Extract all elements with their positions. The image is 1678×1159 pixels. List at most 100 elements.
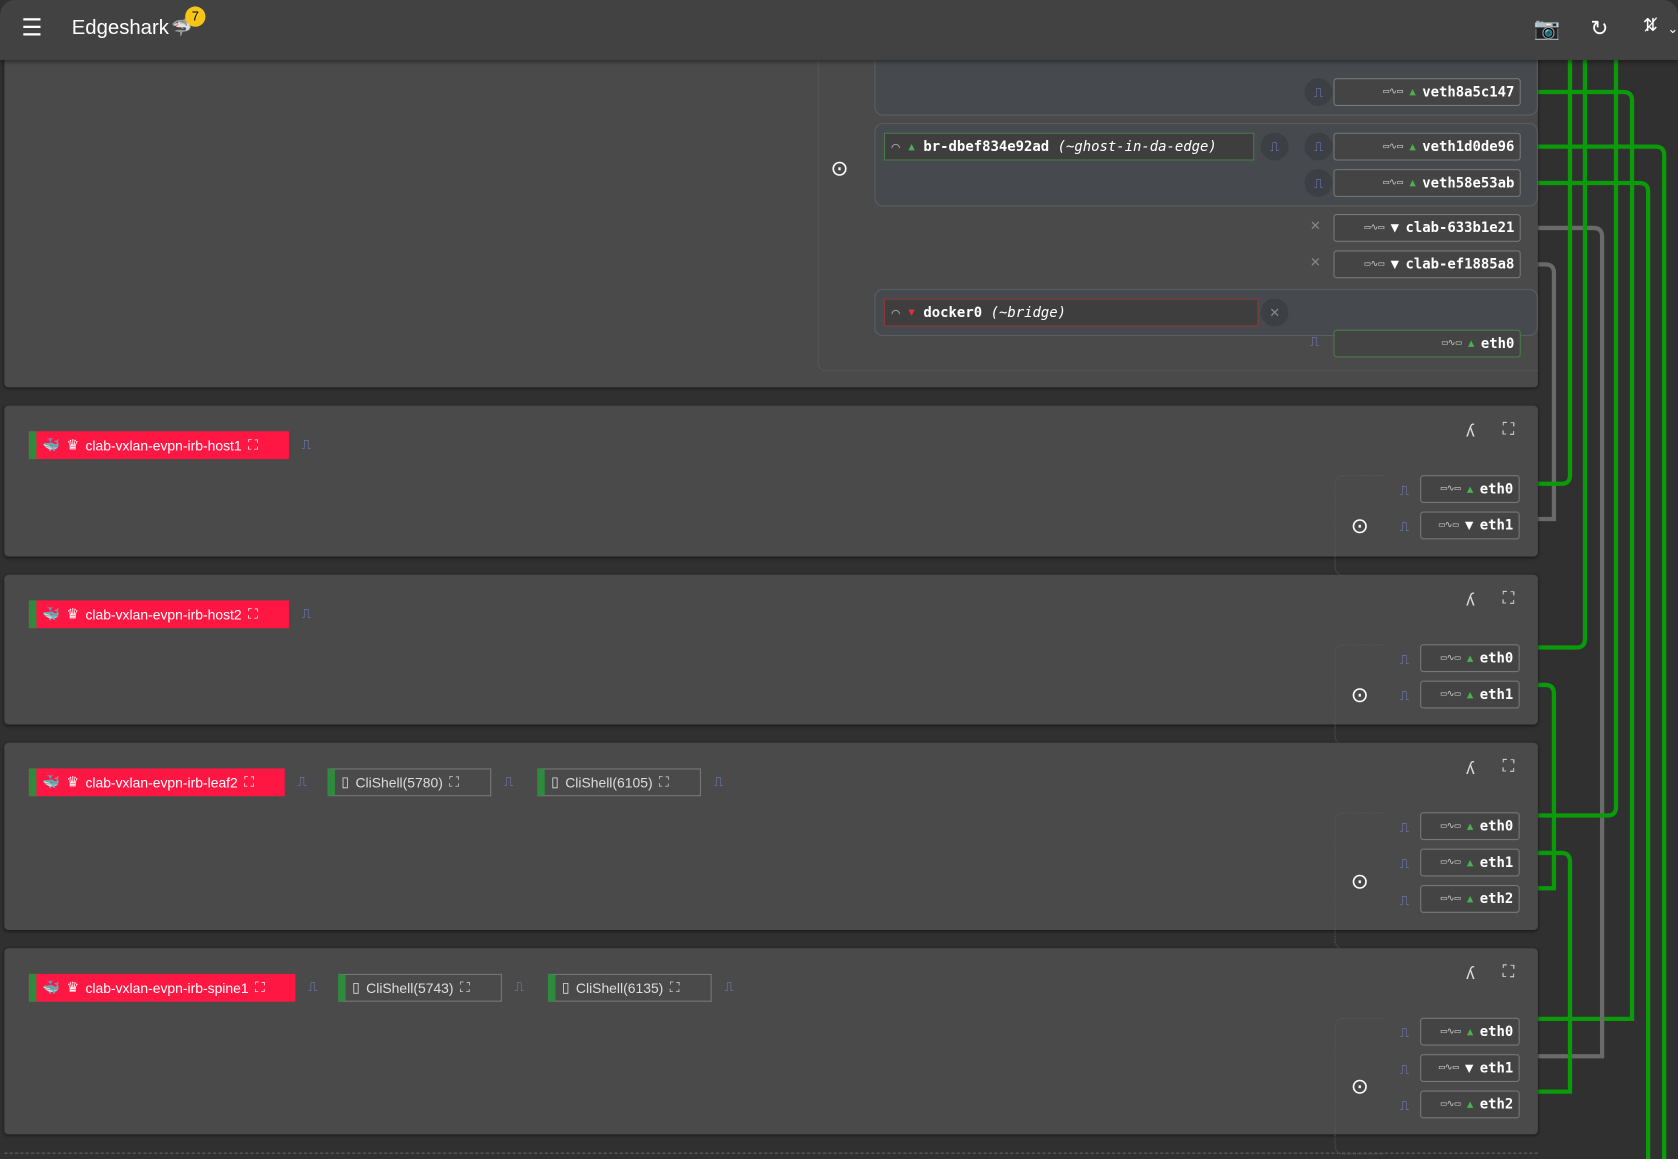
interface[interactable]: ▭∿▭ ▼ eth1 [1420, 511, 1520, 540]
capture-icon[interactable]: ⎍ [1399, 856, 1409, 872]
capture-disabled-icon: ✕ [1260, 298, 1289, 327]
capture-icon[interactable]: ⎍ [1399, 1061, 1409, 1077]
network-icon: ⊙ [1334, 812, 1384, 950]
docker-icon: 🐳 [42, 979, 61, 996]
capture-icon[interactable]: ⎍ [1304, 132, 1333, 161]
app-title: Edgeshark [71, 17, 169, 40]
node-card: 🐳 ♛ clab-vxlan-evpn-irb-host2 ⛶ ⎍ ʎ ⛶ ⊙ ⎍ ▭∿▭ ▲ eth… [4, 574, 1538, 745]
up-icon: ▲ [1466, 820, 1474, 833]
capture-icon[interactable]: ⎍ [1399, 688, 1409, 704]
interface[interactable]: ▭∿▭ ▲ veth58e53ab [1333, 169, 1521, 197]
capture-icon[interactable]: ⎍ [1399, 892, 1409, 908]
wire [1520, 144, 1667, 1159]
capture-icon[interactable]: ⎍ [1260, 132, 1289, 161]
wire [1520, 262, 1557, 522]
wire [1520, 180, 1651, 1159]
link-icon: ▭∿▭ [1440, 1099, 1461, 1110]
interface[interactable]: ▭∿▭ ▼ clab-ef1885a8 [1333, 250, 1521, 279]
interface[interactable]: ▭∿▭ ▲ eth0 [1333, 329, 1521, 358]
interface[interactable]: ▭∿▭ ▲ eth0 [1420, 1017, 1520, 1046]
capture-icon[interactable]: ⎍ [724, 979, 734, 995]
notification-badge[interactable]: 7 [185, 6, 206, 27]
capture-icon[interactable]: ⎍ [1399, 1098, 1409, 1114]
fullscreen-icon[interactable]: ⛶ [669, 979, 680, 996]
crown-icon: ♛ [66, 436, 80, 453]
capture-icon[interactable]: ⎍ [1399, 819, 1409, 835]
node-card: 🐳 ♛ clab-vxlan-evpn-irb-spine1 ⛶ ⎍ ▯ CliShell(… [4, 948, 1538, 1155]
capture-icon[interactable]: ⎍ [514, 979, 524, 995]
crown-icon: ♛ [66, 773, 80, 790]
interface[interactable]: ▭∿▭ ▼ eth1 [1420, 1054, 1520, 1082]
fullscreen-icon[interactable]: ⛶ [248, 605, 258, 622]
capture-disabled-icon: ✕ [1309, 254, 1321, 270]
process-chip[interactable]: ▯ CliShell(5780) ⛶ [327, 768, 492, 797]
bridge-br-dbef834e92ad[interactable]: ⌒ ▲ br-dbef834e92ad (~ghost-in-da-edge) [883, 132, 1255, 161]
interface[interactable]: ▭∿▭ ▲ eth1 [1420, 848, 1520, 877]
fullscreen-icon[interactable]: ⛶ [1502, 757, 1515, 776]
capture-icon[interactable]: ⎍ [504, 773, 514, 789]
link-icon: ▭∿▭ [1383, 141, 1403, 152]
container-chip[interactable]: 🐳 ♛ clab-vxlan-evpn-irb-host1 ⛶ [28, 431, 289, 460]
capture-all-icon[interactable]: ʎ [1466, 591, 1475, 611]
interface[interactable]: ▭∿▭ ▲ eth0 [1420, 644, 1520, 673]
interface[interactable]: ▭∿▭ ▲ eth2 [1420, 885, 1520, 913]
capture-icon[interactable]: ⎍ [1399, 519, 1409, 535]
interface[interactable]: ▭∿▭ ▲ eth0 [1420, 812, 1520, 841]
fullscreen-icon[interactable]: ⛶ [248, 436, 258, 453]
fullscreen-icon[interactable]: ⛶ [459, 979, 470, 996]
network-icon: ⊙ [1334, 475, 1384, 576]
capture-icon[interactable]: ⎍ [1309, 333, 1319, 349]
fullscreen-icon[interactable]: ⛶ [255, 979, 265, 996]
link-icon: ▭∿▭ [1441, 338, 1462, 349]
down-icon: ▼ [1390, 256, 1400, 273]
link-icon: ▭∿▭ [1364, 222, 1385, 234]
capture-icon[interactable]: ⎍ [713, 773, 723, 789]
up-icon: ▲ [1467, 337, 1475, 350]
fullscreen-icon[interactable]: ⛶ [659, 773, 669, 790]
capture-icon[interactable]: ⎍ [1304, 78, 1333, 106]
interface[interactable]: ▭∿▭ ▲ veth1d0de96 [1333, 132, 1521, 161]
terminal-icon: ▯ [561, 979, 570, 996]
container-chip[interactable]: 🐳 ♛ clab-vxlan-evpn-irb-leaf2 ⛶ [28, 768, 285, 797]
chevron-down-icon[interactable]: ⌄ [1667, 21, 1678, 37]
capture-all-icon[interactable]: ʎ [1466, 759, 1475, 779]
capture-icon[interactable]: ⎍ [297, 773, 307, 789]
process-chip[interactable]: ▯ CliShell(6105) ⛶ [537, 768, 701, 797]
bridge-docker0[interactable]: ⌒ ▼ docker0 (~bridge) [883, 298, 1259, 327]
capture-icon[interactable]: ⎍ [308, 979, 318, 995]
capture-icon[interactable]: ⎍ [1399, 651, 1409, 667]
capture-icon[interactable]: ⎍ [1399, 1025, 1409, 1041]
capture-icon[interactable]: ⎍ [1399, 482, 1409, 498]
fullscreen-icon[interactable]: ⛶ [1502, 963, 1515, 982]
camera-icon[interactable]: 📷 [1533, 17, 1561, 41]
process-chip[interactable]: ▯ CliShell(5743) ⛶ [338, 973, 502, 1002]
app-bar: ☰ Edgeshark 🦈 7 📷 ↻ ⇅̸ ⌄ [0, 0, 1678, 60]
fullscreen-icon[interactable]: ⛶ [244, 773, 254, 790]
interface[interactable]: ▭∿▭ ▼ clab-633b1e21 [1333, 214, 1521, 242]
interface[interactable]: ▭∿▭ ▲ eth2 [1420, 1090, 1520, 1119]
capture-all-icon[interactable]: ʎ [1466, 422, 1475, 441]
capture-icon[interactable]: ⎍ [301, 436, 311, 452]
fullscreen-icon[interactable]: ⛶ [1502, 589, 1515, 608]
terminal-icon: ▯ [352, 979, 360, 996]
container-chip[interactable]: 🐳 ♛ clab-vxlan-evpn-irb-spine1 ⛶ [28, 973, 296, 1002]
interface[interactable]: ▭∿▭ ▲ eth0 [1420, 475, 1520, 503]
fullscreen-icon[interactable]: ⛶ [1502, 420, 1515, 439]
refresh-icon[interactable]: ↻ [1590, 17, 1609, 41]
interface[interactable]: ▭∿▭ ▲ eth1 [1420, 680, 1520, 709]
menu-icon[interactable]: ☰ [21, 13, 43, 41]
down-icon: ▼ [1390, 219, 1400, 236]
down-icon: ▼ [1464, 1060, 1474, 1077]
process-chip[interactable]: ▯ CliShell(6135) ⛶ [547, 973, 712, 1002]
sync-disabled-icon[interactable]: ⇅̸ [1642, 14, 1659, 36]
link-icon: ▭∿▭ [1440, 483, 1461, 495]
container-chip[interactable]: 🐳 ♛ clab-vxlan-evpn-irb-host2 ⛶ [28, 600, 289, 629]
wire [1520, 59, 1619, 818]
fullscreen-icon[interactable]: ⛶ [449, 773, 460, 790]
link-icon: ▭∿▭ [1440, 893, 1461, 905]
interface[interactable]: ▭∿▭ ▲ veth8a5c147 [1333, 78, 1521, 106]
capture-all-icon[interactable]: ʎ [1466, 965, 1475, 984]
capture-icon[interactable]: ⎍ [301, 605, 311, 621]
up-icon: ▲ [908, 140, 915, 153]
capture-icon[interactable]: ⎍ [1304, 169, 1333, 197]
